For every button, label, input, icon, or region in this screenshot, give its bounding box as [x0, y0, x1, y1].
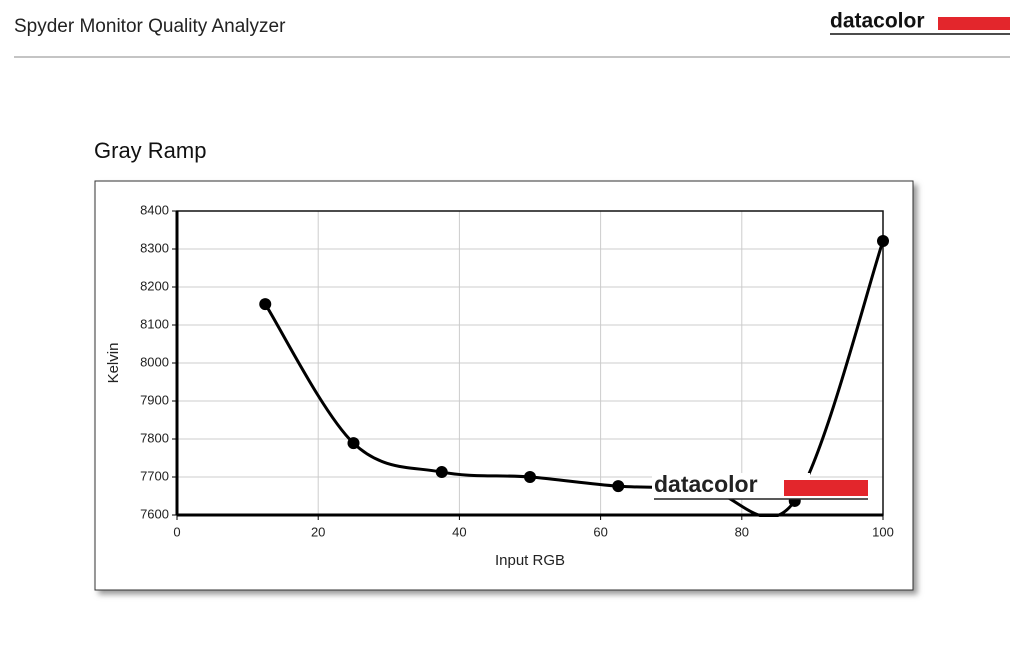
data-point: [347, 437, 360, 450]
watermark-bar: [784, 480, 868, 496]
logo-bar: [938, 17, 1010, 30]
logo: datacolor: [830, 10, 1010, 35]
x-tick-label: 80: [735, 524, 749, 539]
x-tick-label: 100: [872, 524, 894, 539]
watermark-text: datacolor: [654, 471, 758, 497]
y-tick-label: 8300: [140, 240, 169, 255]
y-tick-label: 7600: [140, 506, 169, 521]
x-axis-label: Input RGB: [495, 552, 565, 569]
y-tick-label: 8000: [140, 354, 169, 369]
y-tick-label: 8200: [140, 278, 169, 293]
data-point: [612, 480, 625, 493]
chart-frame: [94, 180, 914, 591]
watermark: datacolor: [652, 471, 868, 500]
x-tick-label: 60: [593, 524, 607, 539]
data-point: [259, 298, 272, 311]
plot: 7600 7700 7800 7900 8000 8100 8200 8300 8400 0 20 4…: [140, 202, 894, 539]
y-axis-label: Kelvin: [105, 343, 122, 384]
logo-text: datacolor: [830, 10, 925, 33]
x-tick-label: 20: [311, 524, 325, 539]
x-tick-label: 0: [173, 524, 180, 539]
y-tick-label: 7900: [140, 392, 169, 407]
x-tick-label: 40: [452, 524, 466, 539]
data-point: [877, 235, 889, 248]
chart-title: Gray Ramp: [94, 138, 206, 163]
y-tick-label: 8100: [140, 316, 169, 331]
data-point: [435, 466, 448, 479]
watermark-bg: [652, 473, 810, 499]
data-point: [524, 471, 536, 483]
y-tick-label: 7700: [140, 468, 169, 483]
report-title: Spyder Monitor Quality Analyzer: [14, 16, 286, 37]
y-tick-label: 8400: [140, 202, 169, 217]
y-tick-label: 7800: [140, 430, 169, 445]
